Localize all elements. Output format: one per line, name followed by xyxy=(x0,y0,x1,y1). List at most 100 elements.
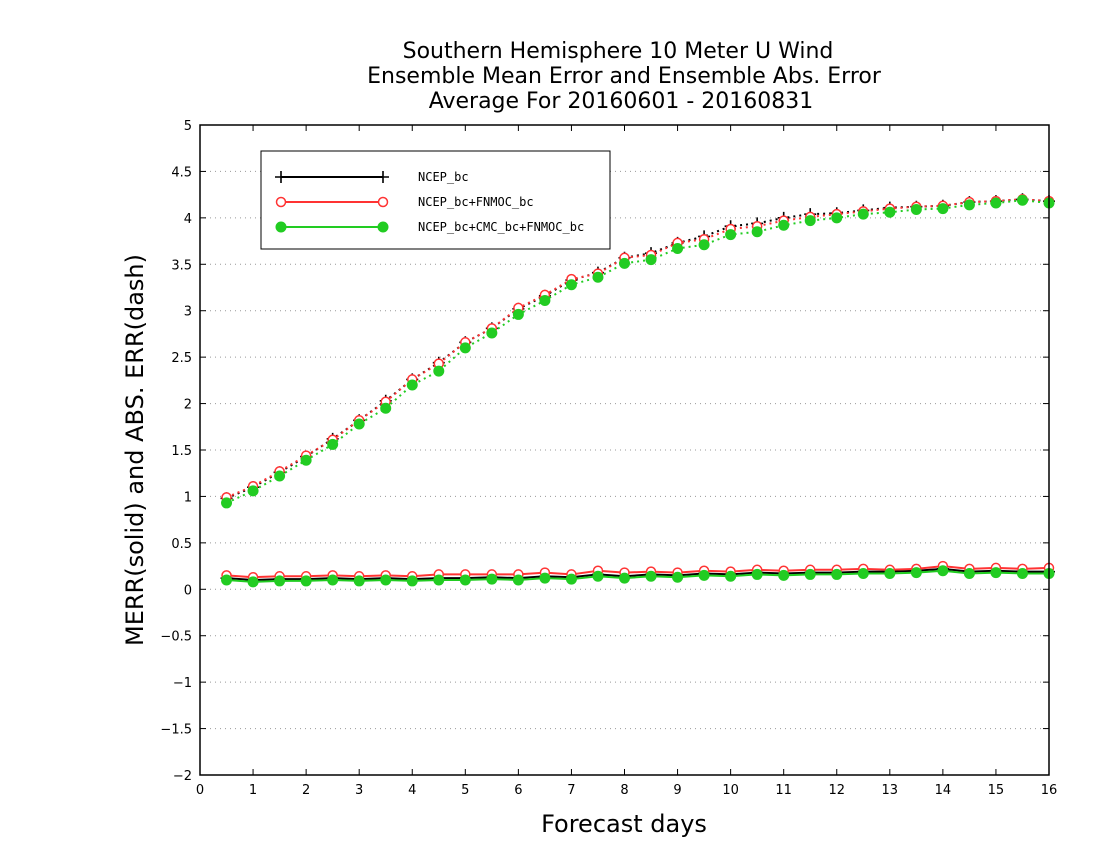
y-tick-label: 3.5 xyxy=(171,258,192,273)
filled-circle-marker xyxy=(857,568,869,579)
filled-circle-marker xyxy=(512,308,524,320)
x-tick-label: 6 xyxy=(514,783,522,798)
filled-circle-marker xyxy=(698,239,710,251)
x-tick-label: 2 xyxy=(302,783,310,798)
filled-circle-marker xyxy=(1016,194,1028,206)
filled-circle-marker xyxy=(910,567,922,579)
x-tick-label: 12 xyxy=(828,783,845,798)
filled-circle-marker xyxy=(353,418,365,430)
series-NCEP_bc xyxy=(220,193,1055,586)
y-tick-label: 3 xyxy=(184,305,192,320)
filled-circle-marker xyxy=(275,221,287,233)
legend-label: NCEP_bc+FNMOC_bc xyxy=(418,195,534,209)
filled-circle-marker xyxy=(937,565,949,577)
plus-marker xyxy=(377,171,389,183)
filled-circle-marker xyxy=(327,574,339,586)
filled-circle-marker xyxy=(619,257,630,269)
filled-circle-marker xyxy=(990,197,1002,209)
filled-circle-marker xyxy=(910,204,922,215)
y-tick-label: −1 xyxy=(173,676,192,691)
y-tick-label: −2 xyxy=(173,769,192,784)
title-line-3: Average For 20160601 - 20160831 xyxy=(429,89,814,114)
y-tick-label: −1.5 xyxy=(160,723,192,738)
filled-circle-marker xyxy=(539,572,551,584)
filled-circle-marker xyxy=(512,574,524,586)
y-tick-label: 1.5 xyxy=(171,444,192,459)
x-tick-label: 10 xyxy=(722,783,739,798)
x-tick-label: 14 xyxy=(935,783,952,798)
title-line-2: Ensemble Mean Error and Ensemble Abs. Er… xyxy=(367,64,882,89)
filled-circle-marker xyxy=(645,570,657,582)
abs-err-line xyxy=(226,199,1050,504)
filled-circle-marker xyxy=(406,379,418,391)
filled-circle-marker xyxy=(698,569,710,581)
series-NCEP_bc+CMC_bc+FNMOC_bc xyxy=(221,194,1055,588)
y-tick-label: 2.5 xyxy=(171,351,192,366)
filled-circle-marker xyxy=(327,438,339,450)
x-tick-label: 8 xyxy=(620,783,628,798)
filled-circle-marker xyxy=(247,576,259,588)
legend-item: NCEP_bc xyxy=(275,170,469,184)
open-circle-marker xyxy=(377,196,389,208)
filled-circle-marker xyxy=(486,327,498,339)
legend-item: NCEP_bc+FNMOC_bc xyxy=(275,195,534,209)
chart-title: Southern Hemisphere 10 Meter U Wind Ense… xyxy=(367,39,882,114)
filled-circle-marker xyxy=(963,199,975,211)
x-tick-label: 9 xyxy=(673,783,681,798)
filled-circle-marker xyxy=(380,402,392,414)
filled-circle-marker xyxy=(459,574,471,586)
plot-frame xyxy=(199,124,1050,776)
filled-circle-marker xyxy=(778,569,790,581)
legend-label: NCEP_bc xyxy=(418,170,469,184)
x-tick-label: 4 xyxy=(408,783,416,798)
filled-circle-marker xyxy=(433,574,445,586)
filled-circle-marker xyxy=(274,470,286,482)
filled-circle-marker xyxy=(592,570,604,582)
title-line-1: Southern Hemisphere 10 Meter U Wind xyxy=(403,39,834,64)
filled-circle-marker xyxy=(539,295,551,306)
abs-err-line xyxy=(226,198,1050,499)
filled-circle-marker xyxy=(990,567,1002,579)
filled-circle-marker xyxy=(221,497,233,509)
filled-circle-marker xyxy=(565,573,577,585)
axes: −2−1.5−1−0.500.511.522.533.544.550 1 2 3 4 5 6… xyxy=(160,119,1057,798)
filled-circle-marker xyxy=(433,365,445,377)
filled-circle-marker xyxy=(486,573,498,585)
legend-item: NCEP_bc+CMC_bc+FNMOC_bc xyxy=(275,220,584,234)
y-tick-label: 4.5 xyxy=(171,165,192,180)
filled-circle-marker xyxy=(672,243,684,254)
y-axis-label: MERR(solid) and ABS. ERR(dash) xyxy=(121,254,149,646)
x-tick-label: 13 xyxy=(882,783,899,798)
x-tick-label: 15 xyxy=(988,783,1005,798)
filled-circle-marker xyxy=(672,571,684,583)
x-axis-label: Forecast days xyxy=(541,810,707,838)
x-tick-label: 0 xyxy=(196,783,204,798)
filled-circle-marker xyxy=(565,279,577,291)
filled-circle-marker xyxy=(300,575,312,587)
filled-circle-marker xyxy=(884,206,896,218)
y-tick-label: 0 xyxy=(184,583,192,598)
filled-circle-marker xyxy=(804,215,816,227)
filled-circle-marker xyxy=(937,203,949,215)
legend-label: NCEP_bc+CMC_bc+FNMOC_bc xyxy=(418,220,584,234)
legend: NCEP_bc NCEP_bc+FNMOC_bc NCEP_bc+CMC_bc+FN… xyxy=(260,150,611,250)
x-tick-label: 5 xyxy=(461,783,469,798)
filled-circle-marker xyxy=(300,454,312,466)
filled-circle-marker xyxy=(804,568,816,580)
x-tick-label: 1 xyxy=(249,783,257,798)
x-tick-label: 7 xyxy=(567,783,575,798)
filled-circle-marker xyxy=(778,219,790,231)
series-lines xyxy=(220,193,1055,588)
y-tick-label: 2 xyxy=(184,398,192,413)
series-NCEP_bc+FNMOC_bc xyxy=(221,194,1055,583)
filled-circle-marker xyxy=(377,221,389,233)
filled-circle-marker xyxy=(831,568,843,580)
filled-circle-marker xyxy=(884,568,896,579)
x-tick-label: 16 xyxy=(1041,783,1058,798)
filled-circle-marker xyxy=(1016,568,1028,579)
y-tick-label: 1 xyxy=(184,490,192,505)
filled-circle-marker xyxy=(353,575,365,587)
filled-circle-marker xyxy=(725,570,737,582)
filled-circle-marker xyxy=(459,342,471,354)
